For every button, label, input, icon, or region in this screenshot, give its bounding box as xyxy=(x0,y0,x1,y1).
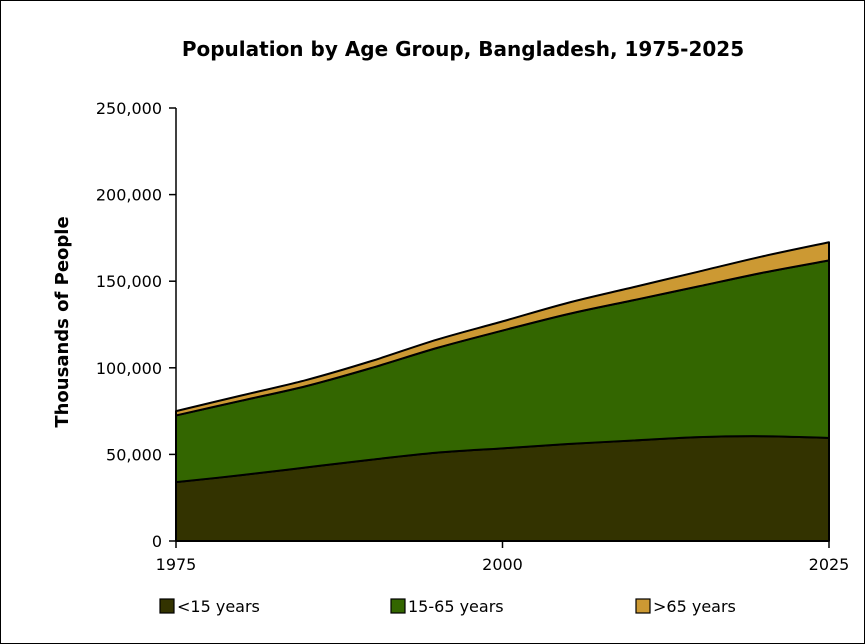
legend-swatch xyxy=(159,598,175,614)
legend-label: <15 years xyxy=(177,597,260,616)
area-series-65-years xyxy=(175,241,830,417)
y-tick-label: 100,000 xyxy=(96,359,162,378)
legend: <15 years 15-65 years >65 years xyxy=(159,597,736,616)
legend-swatch xyxy=(635,598,651,614)
axes-group xyxy=(169,107,830,548)
legend-swatch xyxy=(390,598,406,614)
legend-item: <15 years xyxy=(159,597,260,616)
legend-item: >65 years xyxy=(635,597,736,616)
area-series-group xyxy=(175,241,830,542)
chart-title: Population by Age Group, Bangladesh, 197… xyxy=(182,37,744,61)
y-axis-label: Thousands of People xyxy=(52,216,73,427)
x-tick-label: 2025 xyxy=(809,555,850,574)
x-tick-label: 1975 xyxy=(156,555,197,574)
tick-labels-group: 0 50,000 100,000 150,000 200,000 250,000 1975 2… xyxy=(96,99,850,574)
x-tick-label: 2000 xyxy=(482,555,523,574)
legend-label: >65 years xyxy=(653,597,736,616)
y-tick-label: 0 xyxy=(152,532,162,551)
legend-item: 15-65 years xyxy=(390,597,504,616)
y-tick-label: 250,000 xyxy=(96,99,162,118)
y-tick-label: 150,000 xyxy=(96,272,162,291)
y-tick-label: 200,000 xyxy=(96,186,162,205)
y-tick-label: 50,000 xyxy=(106,445,162,464)
legend-label: 15-65 years xyxy=(408,597,504,616)
